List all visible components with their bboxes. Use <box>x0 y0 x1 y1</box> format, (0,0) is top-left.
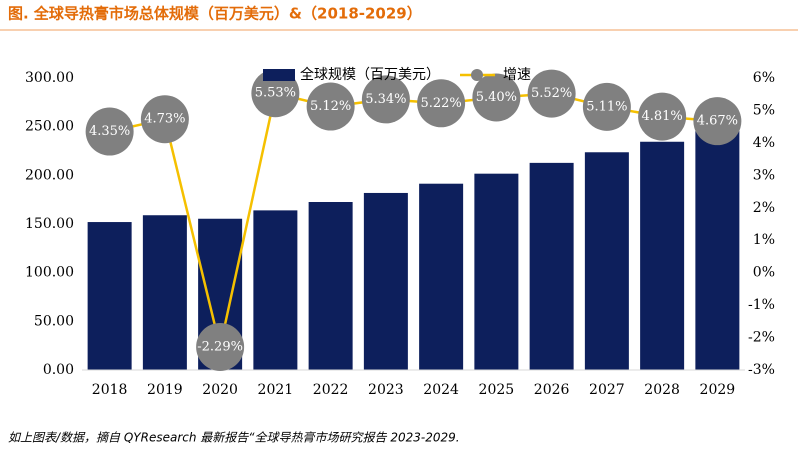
legend-label: 增速 <box>503 67 531 83</box>
x-tick-label: 2021 <box>258 382 294 398</box>
bar <box>640 141 685 370</box>
x-tick-label: 2019 <box>147 382 183 398</box>
legend-label: 全球规模（百万美元） <box>300 66 440 83</box>
data-label: 5.11% <box>586 99 627 114</box>
legend-swatch <box>263 69 295 81</box>
y-tick-label: 100.00 <box>25 265 74 281</box>
growth-marker <box>140 95 189 144</box>
y2-tick-label: 2% <box>753 200 775 216</box>
growth-marker <box>693 97 742 146</box>
bar <box>308 202 353 370</box>
footnote: 如上图表/数据，摘自 QYResearch 最新报告“全球导热膏市场研究报告 2… <box>8 431 460 445</box>
x-tick-label: 2029 <box>700 382 736 398</box>
chart-title: 图. 全球导热膏市场总体规模（百万美元）&（2018-2029） <box>8 5 422 23</box>
bar <box>529 162 574 370</box>
y2-tick-label: 6% <box>753 70 775 86</box>
y2-tick-label: -3% <box>748 362 775 378</box>
growth-marker <box>582 82 631 131</box>
x-tick-label: 2028 <box>644 382 680 398</box>
y2-tick-label: -2% <box>748 330 775 346</box>
bar <box>363 192 408 370</box>
bar <box>474 173 519 370</box>
growth-marker <box>361 75 410 124</box>
y2-tick-label: 4% <box>753 135 775 151</box>
y2-tick-label: -1% <box>748 297 775 313</box>
y2-tick-label: 5% <box>753 102 775 118</box>
data-label: 4.81% <box>641 109 682 124</box>
data-label: 4.73% <box>144 112 185 127</box>
x-tick-label: 2023 <box>368 382 404 398</box>
y-tick-label: 300.00 <box>25 70 74 86</box>
y2-tick-label: 1% <box>753 232 775 248</box>
y-tick-label: 250.00 <box>25 119 74 135</box>
growth-marker <box>417 79 466 128</box>
growth-marker <box>251 69 300 118</box>
data-label: 4.67% <box>697 114 738 129</box>
x-tick-label: 2027 <box>589 382 625 398</box>
bar <box>142 215 187 370</box>
x-tick-label: 2022 <box>313 382 349 398</box>
x-tick-label: 2020 <box>202 382 238 398</box>
x-tick-label: 2026 <box>534 382 570 398</box>
bar <box>419 183 464 370</box>
legend-marker <box>471 69 483 81</box>
growth-marker <box>85 107 134 156</box>
y2-tick-label: 3% <box>753 167 775 183</box>
y-tick-label: 50.00 <box>34 313 74 329</box>
bar <box>87 222 132 370</box>
bar <box>584 152 629 370</box>
data-label: 5.12% <box>310 99 351 114</box>
growth-marker <box>527 69 576 118</box>
y2-tick-label: 0% <box>753 265 775 281</box>
data-label: 5.53% <box>255 86 296 101</box>
bar <box>695 131 740 370</box>
data-label: 5.52% <box>531 86 572 101</box>
growth-marker <box>638 92 687 141</box>
data-label: 5.22% <box>420 96 461 111</box>
x-tick-label: 2025 <box>479 382 515 398</box>
data-label: 4.35% <box>89 124 130 139</box>
growth-marker <box>196 322 245 371</box>
data-label: 5.40% <box>476 90 517 105</box>
bar <box>253 210 298 370</box>
x-tick-label: 2018 <box>92 382 128 398</box>
y-tick-label: 150.00 <box>25 216 74 232</box>
growth-marker <box>306 82 355 131</box>
y-tick-label: 200.00 <box>25 167 74 183</box>
growth-marker <box>472 73 521 122</box>
y-tick-label: 0.00 <box>43 362 74 378</box>
data-label: 5.34% <box>365 92 406 107</box>
x-tick-label: 2024 <box>423 382 459 398</box>
data-label: -2.29% <box>197 339 243 354</box>
